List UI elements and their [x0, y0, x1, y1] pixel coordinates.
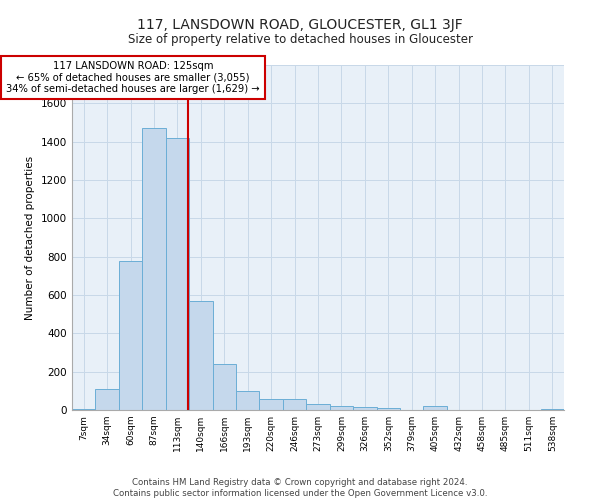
Bar	[424, 406, 447, 410]
Text: 117, LANSDOWN ROAD, GLOUCESTER, GL1 3JF: 117, LANSDOWN ROAD, GLOUCESTER, GL1 3JF	[137, 18, 463, 32]
Bar	[212, 364, 236, 410]
Bar	[330, 406, 353, 410]
Bar	[166, 138, 189, 410]
Y-axis label: Number of detached properties: Number of detached properties	[25, 156, 35, 320]
Bar	[72, 409, 95, 410]
Bar	[259, 398, 283, 410]
Bar	[283, 398, 306, 410]
Text: Size of property relative to detached houses in Gloucester: Size of property relative to detached ho…	[128, 32, 473, 46]
Bar	[95, 389, 119, 410]
Bar	[142, 128, 166, 410]
Bar	[236, 391, 259, 410]
Bar	[541, 409, 564, 410]
Text: 117 LANSDOWN ROAD: 125sqm
← 65% of detached houses are smaller (3,055)
34% of se: 117 LANSDOWN ROAD: 125sqm ← 65% of detac…	[6, 61, 260, 94]
Bar	[377, 408, 400, 410]
Bar	[306, 404, 330, 410]
Bar	[119, 260, 142, 410]
Bar	[353, 407, 377, 410]
Bar	[189, 301, 212, 410]
Text: Contains HM Land Registry data © Crown copyright and database right 2024.
Contai: Contains HM Land Registry data © Crown c…	[113, 478, 487, 498]
